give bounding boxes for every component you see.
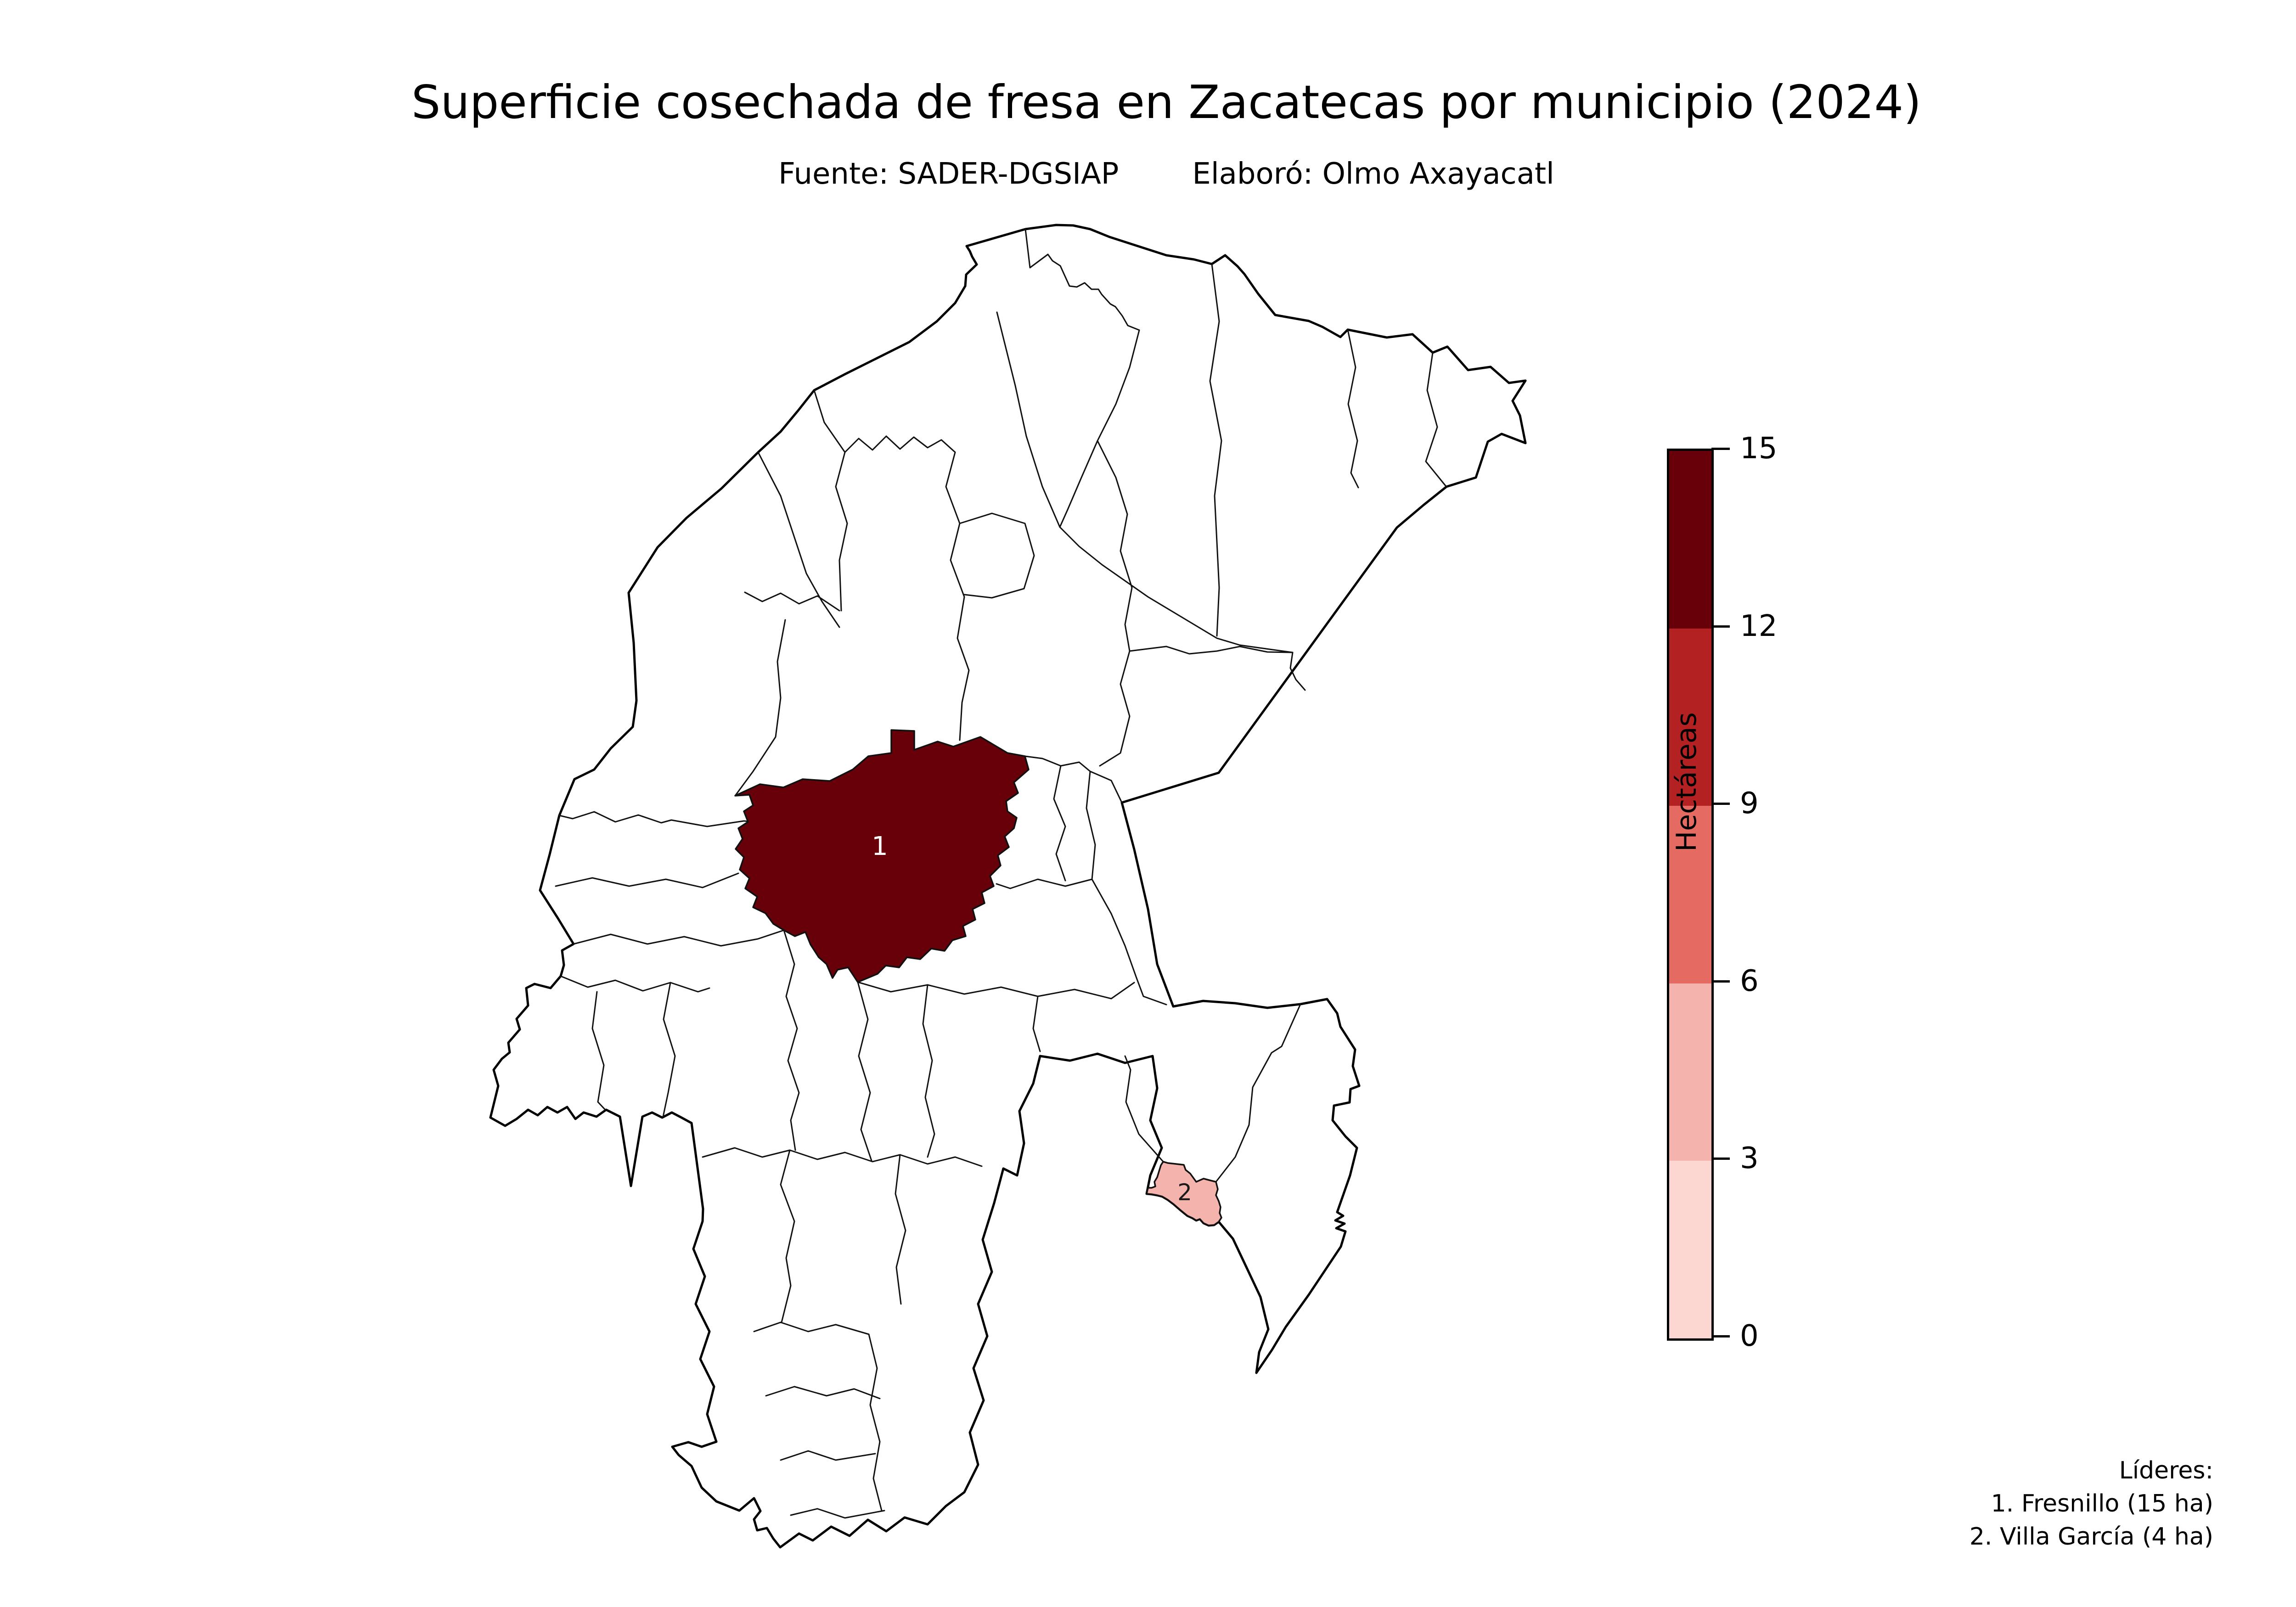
page-title: Superficie cosechada de fresa en Zacatec… <box>411 75 1922 129</box>
colorbar-band <box>1669 1161 1711 1338</box>
colorbar-band <box>1669 451 1711 629</box>
subtitle-source: Fuente: SADER-DGSIAP <box>778 157 1119 191</box>
leader-item: 1. Fresnillo (15 ha) <box>1991 1489 2213 1517</box>
subtitle-author: Elaboró: Olmo Axayacatl <box>1192 157 1554 191</box>
colorbar-tick-label: 15 <box>1740 432 1778 466</box>
colorbar-band <box>1669 806 1711 983</box>
colorbar-tick-label: 3 <box>1740 1141 1759 1176</box>
colorbar-band <box>1669 983 1711 1161</box>
region-label-villa-garcia: 2 <box>1177 1179 1192 1206</box>
colorbar-band <box>1669 628 1711 806</box>
colorbar-tick-label: 12 <box>1740 609 1778 643</box>
colorbar-tick-mark <box>1711 980 1730 983</box>
state-outline <box>489 224 1527 1549</box>
leaders-annotation: Líderes: 1. Fresnillo (15 ha) 2. Villa Ga… <box>1662 1455 2213 1553</box>
colorbar-tick-mark <box>1711 1157 1730 1160</box>
region-label-fresnillo: 1 <box>872 832 888 861</box>
colorbar-ticks: 15 12 9 6 3 0 <box>1711 432 1831 1353</box>
region-fresnillo <box>734 729 1030 983</box>
colorbar-tick-label: 6 <box>1740 964 1759 998</box>
colorbar-tick-mark <box>1711 625 1730 628</box>
colorbar-tick-mark <box>1711 1335 1730 1337</box>
subtitle: Fuente: SADER-DGSIAP Elaboró: Olmo Axayac… <box>248 157 2085 191</box>
leaders-list: 1. Fresnillo (15 ha) 2. Villa García (4 h… <box>1662 1488 2213 1554</box>
municipal-boundaries <box>555 228 1446 1519</box>
leaders-heading: Líderes: <box>2119 1457 2213 1484</box>
leader-item: 2. Villa García (4 ha) <box>1969 1523 2213 1551</box>
colorbar-tick-label: 9 <box>1740 787 1759 821</box>
colorbar-tick-mark <box>1711 803 1730 805</box>
region-villa-garcia <box>1146 1161 1222 1226</box>
colorbar-tick-label: 0 <box>1740 1319 1759 1353</box>
colorbar <box>1667 449 1714 1341</box>
colorbar-axis-label: Hectáreas <box>1671 712 1703 852</box>
colorbar-tick-mark <box>1711 448 1730 450</box>
